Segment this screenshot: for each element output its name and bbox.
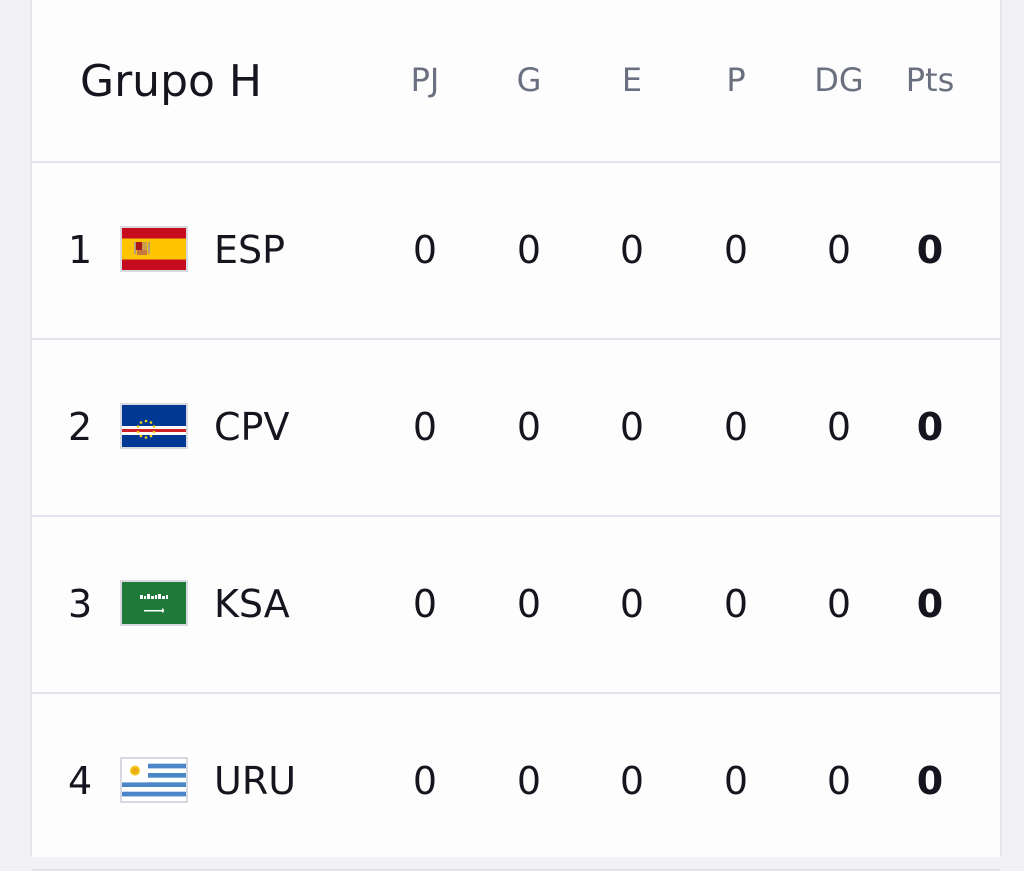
stat-p: 0 [723,228,749,272]
cape-verde-flag-icon [120,403,188,449]
table-row[interactable]: 1 ESP 0 0 0 0 0 0 [32,163,1000,340]
group-title: Grupo H [80,56,262,107]
stat-e: 0 [619,582,645,626]
stat-e: 0 [619,405,645,449]
column-header-g: G [516,61,542,99]
stat-g: 0 [516,228,542,272]
column-header-dg: DG [814,61,864,99]
uruguay-flag-icon [120,757,188,803]
team-code: KSA [214,582,290,626]
stat-pts: 0 [916,582,944,626]
table-row[interactable]: 3 KSA 0 0 0 0 0 [32,517,1000,694]
team-position: 2 [68,405,93,449]
stat-dg: 0 [826,228,852,272]
stat-p: 0 [723,405,749,449]
column-header-p: P [726,61,746,99]
stat-pj: 0 [412,759,438,803]
stat-pj: 0 [412,582,438,626]
standings-table: Grupo H PJ G E P DG Pts 1 ESP 0 0 0 0 0 … [30,0,1002,871]
stat-g: 0 [516,582,542,626]
stat-dg: 0 [826,405,852,449]
stat-pj: 0 [412,228,438,272]
team-position: 1 [68,228,93,272]
column-header-pj: PJ [410,61,440,99]
table-header: Grupo H PJ G E P DG Pts [32,0,1000,163]
team-position: 3 [68,582,93,626]
spain-flag-icon [120,226,188,272]
saudi-arabia-flag-icon [120,580,188,626]
stat-dg: 0 [826,759,852,803]
stat-g: 0 [516,405,542,449]
stat-p: 0 [723,759,749,803]
table-row[interactable]: 4 URU 0 0 0 0 0 0 [32,694,1000,871]
team-code: URU [214,759,297,803]
stat-pj: 0 [412,405,438,449]
stat-e: 0 [619,228,645,272]
column-header-pts: Pts [905,61,955,99]
stat-pts: 0 [916,759,944,803]
stat-pts: 0 [916,228,944,272]
stat-pts: 0 [916,405,944,449]
team-position: 4 [68,759,93,803]
team-code: CPV [214,405,290,449]
stat-e: 0 [619,759,645,803]
stat-dg: 0 [826,582,852,626]
table-row[interactable]: 2 CPV [32,340,1000,517]
stat-p: 0 [723,582,749,626]
stat-g: 0 [516,759,542,803]
column-header-e: E [621,61,643,99]
team-code: ESP [214,228,286,272]
